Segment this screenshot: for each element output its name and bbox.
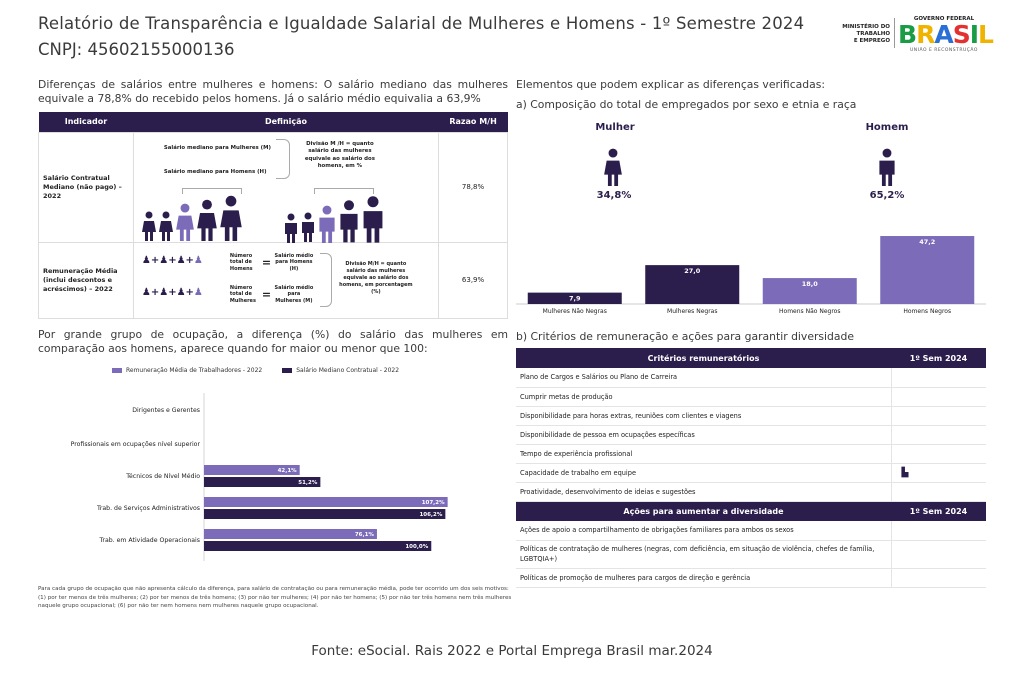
indicator-table: Indicador Definição Razao M/H Salário Co… [38, 112, 508, 319]
composition-chart: 7,9 Mulheres Não Negras 27,0 Mulheres Negra… [516, 236, 986, 315]
bar-avg [204, 465, 300, 475]
occupation-label: Dirigentes e Gerentes [132, 407, 200, 414]
table-row: Salário Contratual Mediano (não pago) – … [38, 131, 508, 243]
table-row: Cumprir metas de produção [516, 387, 986, 407]
occupation-label: Profissionais em ocupações nível superio… [71, 440, 201, 448]
bar-1 [527, 292, 622, 304]
intro-text: Diferenças de salários entre mulheres e … [38, 78, 508, 105]
criteria-table: Critérios remuneratórios 1º Sem 2024 Pla… [516, 348, 986, 588]
occupation-label: Trab. em Atividade Operacionais [99, 537, 200, 544]
category-label: Mulheres Não Negras [543, 308, 607, 315]
table-row: Capacidade de trabalho em equipe ▙ [516, 463, 986, 483]
diversity-col-header: 1º Sem 2024 [891, 501, 986, 521]
ratio-value: 78,8% [438, 131, 508, 243]
composition-subtitle: a) Composição do total de empregados por… [516, 98, 857, 111]
criteria-subtitle: b) Critérios de remuneração e ações para… [516, 330, 854, 343]
bar-4 [880, 236, 975, 304]
women-sum-icons: ♟+♟+♟+♟ [141, 286, 203, 298]
table-row: Políticas de contratação de mulheres (ne… [516, 540, 986, 569]
ratio-value: 63,9% [438, 241, 508, 319]
composition-heading: Elementos que podem explicar as diferenç… [516, 78, 825, 91]
table-row: Ações de apoio a compartilhamento de obr… [516, 521, 986, 541]
bar-3 [762, 278, 857, 304]
logo-divider [894, 18, 895, 48]
occupation-chart: Dirigentes e Gerentes Profissionais em oc… [71, 393, 448, 561]
women-group-icons [141, 195, 242, 241]
woman-label: Mulher [595, 122, 635, 133]
bar-median-label: 100,0% [405, 544, 428, 550]
man-pct: 65,2% [869, 190, 905, 201]
bar-value-label: 7,9 [569, 295, 581, 303]
source-footer: Fonte: eSocial. Rais 2022 e Portal Empre… [311, 643, 713, 659]
ministry-logo: MINISTÉRIO DO TRABALHO E EMPREGO [842, 24, 890, 44]
bar-2 [645, 265, 740, 304]
bar-median-label: 51,2% [298, 480, 318, 486]
bar-value-label: 18,0 [802, 280, 819, 288]
col-definicao: Definição [133, 112, 439, 132]
men-sum-icons: ♟+♟+♟+♟ [141, 254, 203, 266]
occupation-label: Técnicos de Nível Médio [125, 472, 200, 480]
bar-median [204, 509, 446, 519]
men-group-icons [284, 195, 384, 243]
indicator-name: Remuneração Média (inclui descontos e ac… [38, 241, 134, 319]
occupation-legend: Remuneração Média de Trabalhadores - 202… [112, 367, 399, 374]
bar-avg-label: 107,2% [422, 500, 445, 506]
bar-median [204, 541, 432, 551]
bar-avg [204, 497, 448, 507]
occupation-footnote: Para cada grupo de ocupação que não apre… [38, 586, 512, 609]
legend-item: Salário Mediano Contratual - 2022 [282, 367, 399, 374]
bar-avg [204, 529, 377, 539]
table-row: Remuneração Média (inclui descontos e ac… [38, 241, 508, 319]
diversity-header: Ações para aumentar a diversidade [516, 501, 891, 521]
indicator-name: Salário Contratual Mediano (não pago) – … [38, 131, 134, 243]
check-icon: ▙ [901, 467, 909, 478]
gov-brasil-logo: GOVERNO FEDERAL BRASIL UNIÃO E RECONSTRU… [898, 16, 994, 53]
criteria-col-header: 1º Sem 2024 [891, 348, 986, 368]
bar-median-label: 106,2% [419, 512, 442, 518]
woman-pct: 34,8% [596, 190, 632, 201]
category-label: Homens Não Negros [779, 308, 840, 315]
col-razao: Razao M/H [438, 112, 508, 132]
category-label: Homens Negros [903, 308, 951, 315]
report-title: Relatório de Transparência e Igualdade S… [38, 14, 805, 33]
cnpj-text: CNPJ: 45602155000136 [38, 40, 235, 59]
table-row: Plano de Cargos e Salários ou Plano de C… [516, 368, 986, 388]
category-label: Mulheres Negras [667, 308, 717, 315]
man-label: Homem [865, 122, 909, 133]
occupation-label: Trab. de Serviços Administrativos [96, 505, 200, 512]
criteria-header: Critérios remuneratórios [516, 348, 891, 368]
bar-median [204, 477, 321, 487]
col-indicador: Indicador [38, 112, 134, 132]
table-row: Disponibilidade de pessoa em ocupações e… [516, 425, 986, 445]
bar-value-label: 27,0 [684, 267, 701, 275]
table-row: Políticas de promoção de mulheres para c… [516, 568, 986, 588]
table-row: Proatividade, desenvolvimento de ideias … [516, 482, 986, 502]
bar-value-label: 47,2 [919, 238, 935, 246]
woman-icon [604, 148, 622, 190]
bar-avg-label: 42,1% [278, 468, 298, 474]
table-row: Disponibilidade para horas extras, reuni… [516, 406, 986, 426]
brasil-wordmark: BRASIL [898, 20, 994, 49]
table-row: Tempo de experiência profissional [516, 444, 986, 464]
bar-avg-label: 76,1% [355, 532, 375, 538]
legend-item: Remuneração Média de Trabalhadores - 202… [112, 367, 262, 374]
occupation-text: Por grande grupo de ocupação, a diferenç… [38, 328, 508, 355]
man-icon [878, 148, 896, 190]
